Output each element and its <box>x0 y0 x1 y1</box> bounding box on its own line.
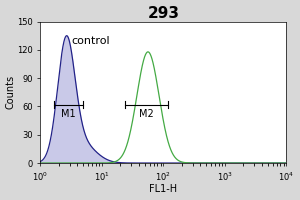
X-axis label: FL1-H: FL1-H <box>149 184 177 194</box>
Title: 293: 293 <box>147 6 179 21</box>
Text: control: control <box>71 36 110 46</box>
Text: M1: M1 <box>61 109 76 119</box>
Y-axis label: Counts: Counts <box>6 75 16 109</box>
Text: M2: M2 <box>140 109 154 119</box>
